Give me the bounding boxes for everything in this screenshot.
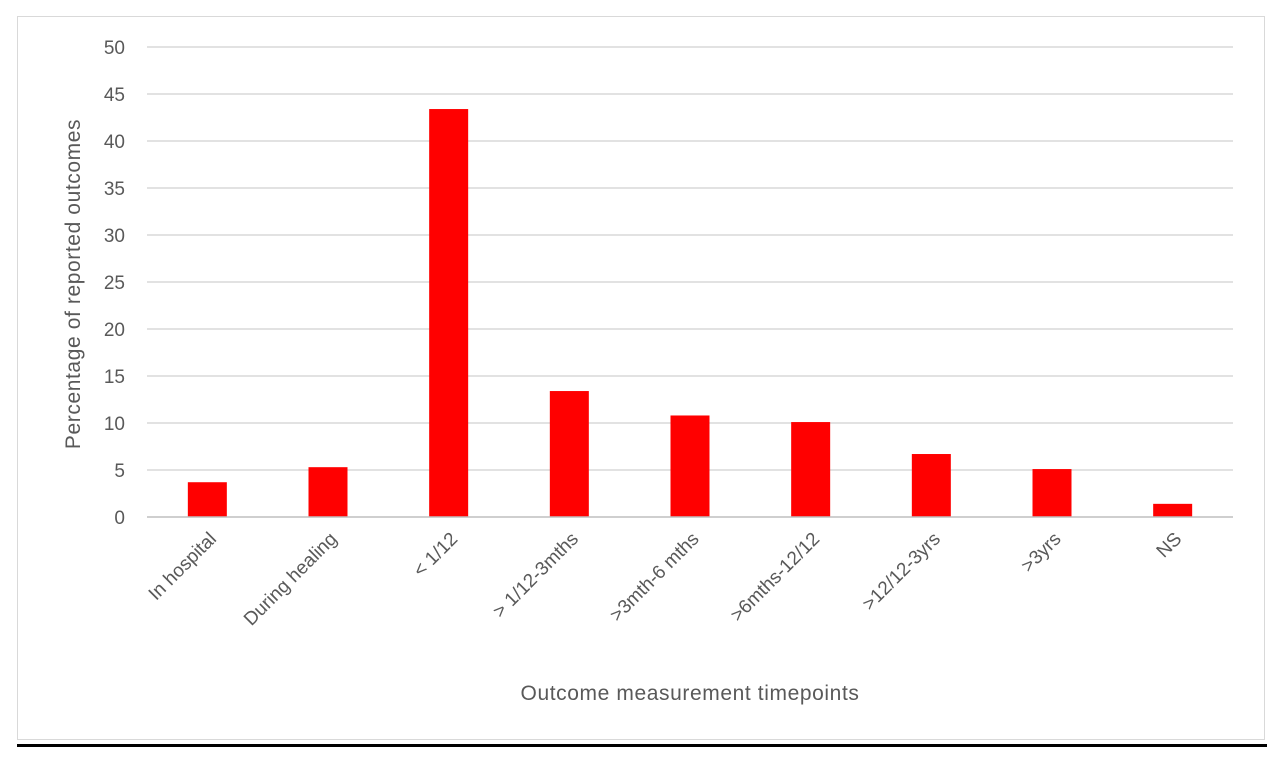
bar xyxy=(187,482,227,517)
y-tick-label: 30 xyxy=(104,226,125,247)
x-tick-label: NS xyxy=(1153,529,1187,563)
x-tick-label: >6mths-12/12 xyxy=(727,529,824,626)
bar xyxy=(1032,469,1072,517)
y-tick-label: 35 xyxy=(104,179,125,200)
x-tick-label: During healing xyxy=(240,529,341,630)
bar xyxy=(1153,503,1193,517)
x-tick-label: > 1/12-3mths xyxy=(489,529,583,623)
y-axis-ticks: 0 5 10 15 20 25 30 35 40 45 50 xyxy=(104,38,125,529)
bottom-rule xyxy=(17,744,1267,747)
y-tick-label: 20 xyxy=(104,320,125,341)
bar xyxy=(308,467,348,517)
bar xyxy=(911,454,951,517)
y-axis-title: Percentage of reported outcomes xyxy=(62,119,85,449)
bar xyxy=(429,109,469,517)
x-tick-label: >3mth-6 mths xyxy=(606,529,703,626)
bar xyxy=(791,422,831,517)
bars xyxy=(187,109,1193,517)
y-tick-label: 15 xyxy=(104,367,125,388)
x-tick-label: In hospital xyxy=(145,529,221,605)
x-axis-ticks: In hospital During healing < 1/12 > 1/12-3m… xyxy=(145,529,1186,630)
x-axis-title: Outcome measurement timepoints xyxy=(521,682,860,705)
y-tick-label: 0 xyxy=(114,508,125,529)
y-tick-label: 50 xyxy=(104,38,125,59)
x-tick-label: >3yrs xyxy=(1017,529,1065,577)
y-tick-label: 25 xyxy=(104,273,125,294)
y-tick-label: 40 xyxy=(104,132,125,153)
y-tick-label: 5 xyxy=(114,461,125,482)
x-tick-label: >12/12-3yrs xyxy=(859,529,945,615)
chart-frame xyxy=(17,16,1265,740)
bar xyxy=(549,391,589,517)
bar xyxy=(670,415,710,517)
gridlines xyxy=(147,46,1233,471)
y-tick-label: 45 xyxy=(104,85,125,106)
y-tick-label: 10 xyxy=(104,414,125,435)
x-tick-label: < 1/12 xyxy=(410,529,463,582)
